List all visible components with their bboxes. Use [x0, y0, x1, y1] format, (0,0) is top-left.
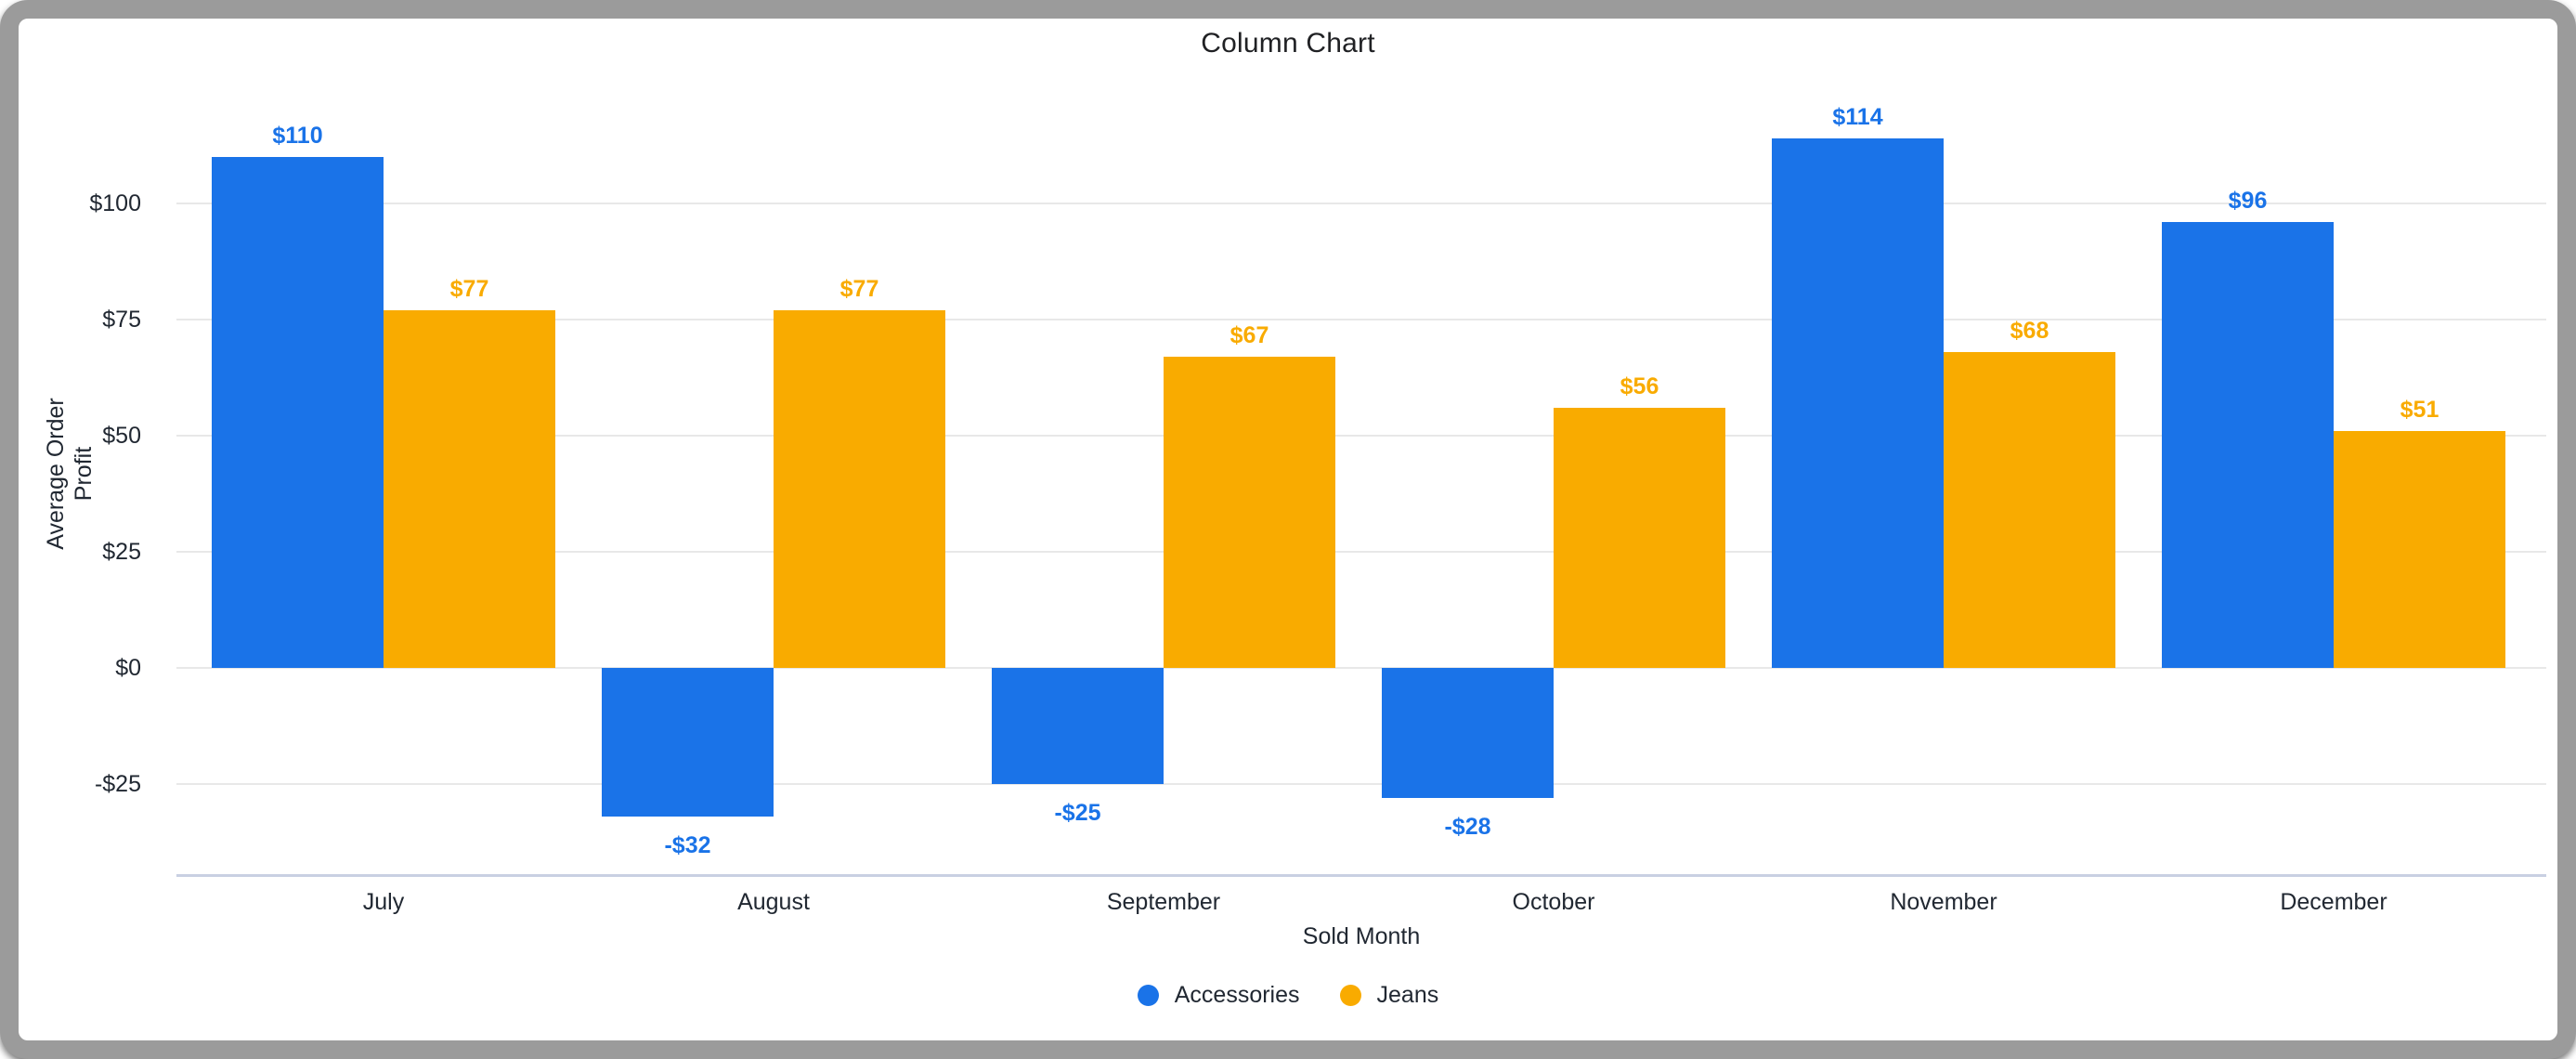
bar-value-label: $110: [272, 123, 323, 149]
legend-dot-icon: [1137, 984, 1159, 1006]
bar-accessories-september[interactable]: [992, 668, 1164, 784]
bar-accessories-july[interactable]: [212, 157, 384, 668]
x-tick-label-august: August: [737, 889, 810, 915]
gridline: [176, 319, 2546, 320]
y-tick-label: $75: [102, 307, 141, 333]
bar-value-label: $77: [449, 276, 489, 302]
bar-value-label: $68: [2010, 318, 2049, 344]
x-tick-label-september: September: [1106, 889, 1221, 915]
y-tick-label: $0: [115, 655, 141, 681]
legend: Accessories Jeans: [0, 979, 2576, 1011]
gridline: [176, 667, 2546, 669]
bar-value-label: $77: [839, 276, 879, 302]
bar-jeans-july[interactable]: [384, 310, 555, 668]
bar-value-label: $67: [1229, 322, 1269, 348]
legend-item-jeans[interactable]: Jeans: [1339, 981, 1439, 1009]
y-tick-label: $25: [102, 539, 141, 565]
gridline: [176, 203, 2546, 204]
bar-value-label: $51: [2400, 397, 2439, 423]
bar-value-label: $56: [1620, 373, 1659, 399]
x-axis-labels: July August September October November Decemb…: [176, 887, 2546, 917]
bar-accessories-november[interactable]: [1772, 138, 1944, 668]
legend-item-accessories[interactable]: Accessories: [1137, 981, 1300, 1009]
bar-value-label: $114: [1832, 104, 1883, 130]
x-tick-label-november: November: [1890, 889, 1997, 915]
bar-jeans-december[interactable]: [2334, 431, 2505, 668]
bar-accessories-december[interactable]: [2162, 222, 2334, 668]
chart-title: Column Chart: [1201, 28, 1375, 59]
bar-value-label: -$28: [1444, 814, 1491, 840]
bar-jeans-october[interactable]: [1554, 408, 1725, 668]
legend-label: Jeans: [1376, 982, 1439, 1008]
y-tick-label: $50: [102, 423, 141, 449]
gridline: [176, 551, 2546, 553]
bar-value-label: $96: [2228, 188, 2268, 214]
x-axis-title: Sold Month: [1302, 923, 1421, 949]
plot-area: $110 -$32 -$25 -$28 $114 $96 $77 $77 $67 $56 $68 $5…: [176, 74, 2546, 877]
x-tick-label-october: October: [1512, 889, 1595, 915]
gridline: [176, 435, 2546, 437]
bar-accessories-october[interactable]: [1382, 668, 1554, 798]
y-tick-label: $100: [89, 190, 141, 216]
bar-accessories-august[interactable]: [602, 668, 774, 817]
gridline: [176, 783, 2546, 785]
legend-dot-icon: [1339, 984, 1361, 1006]
bar-value-label: -$25: [1054, 800, 1101, 826]
x-tick-label-july: July: [362, 889, 405, 915]
x-tick-label-december: December: [2280, 889, 2387, 915]
bar-jeans-november[interactable]: [1944, 352, 2115, 668]
bar-jeans-september[interactable]: [1164, 357, 1335, 668]
bar-jeans-august[interactable]: [774, 310, 945, 668]
y-tick-label: -$25: [94, 771, 141, 797]
legend-label: Accessories: [1174, 982, 1300, 1008]
bar-value-label: -$32: [664, 832, 711, 858]
